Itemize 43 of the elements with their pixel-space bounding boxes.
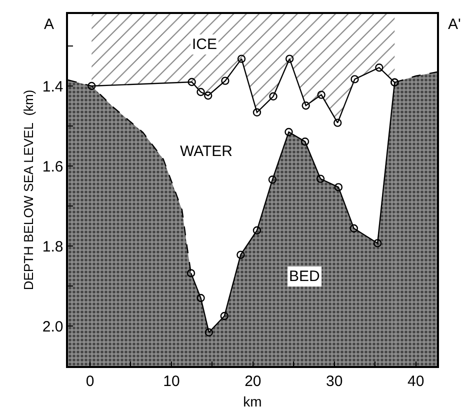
point <box>300 138 310 146</box>
point <box>204 92 212 100</box>
point <box>237 54 246 63</box>
x-axis-title: km <box>243 394 262 410</box>
y-axis-title: DEPTH BELOW SEA LEVEL (km) <box>20 90 36 290</box>
x-tick-label: 0 <box>86 372 94 390</box>
point <box>269 92 278 100</box>
point <box>220 312 228 320</box>
y-tick-label: 1.8 <box>42 238 64 256</box>
point <box>221 76 230 85</box>
point <box>317 90 326 99</box>
point <box>252 108 262 116</box>
annotation: BED <box>289 268 320 285</box>
x-tick-label: 10 <box>163 372 180 390</box>
y-tick-label: 1.4 <box>42 78 64 96</box>
x-tick-label: 40 <box>407 372 424 390</box>
annotation: WATER <box>180 143 233 160</box>
point <box>196 88 205 96</box>
y-tick-label: 1.6 <box>42 158 64 176</box>
point <box>350 224 358 232</box>
point <box>373 239 382 248</box>
point <box>284 128 293 136</box>
point <box>252 226 262 234</box>
text: A <box>44 16 54 33</box>
point <box>188 78 196 86</box>
point <box>196 294 205 302</box>
x-tick-label: 20 <box>244 372 262 390</box>
point <box>302 102 310 110</box>
annotation: ICE <box>192 36 218 53</box>
text: A' <box>448 16 462 33</box>
point <box>350 75 359 84</box>
point <box>285 54 294 63</box>
point <box>375 63 384 72</box>
point <box>334 183 343 192</box>
point <box>204 328 214 336</box>
y-tick-label: 2.0 <box>42 318 64 336</box>
point <box>236 250 245 259</box>
x-tick-label: 30 <box>326 372 343 390</box>
point <box>316 174 325 183</box>
point <box>334 118 342 127</box>
point <box>88 82 96 90</box>
point <box>268 176 277 184</box>
point <box>186 269 196 278</box>
